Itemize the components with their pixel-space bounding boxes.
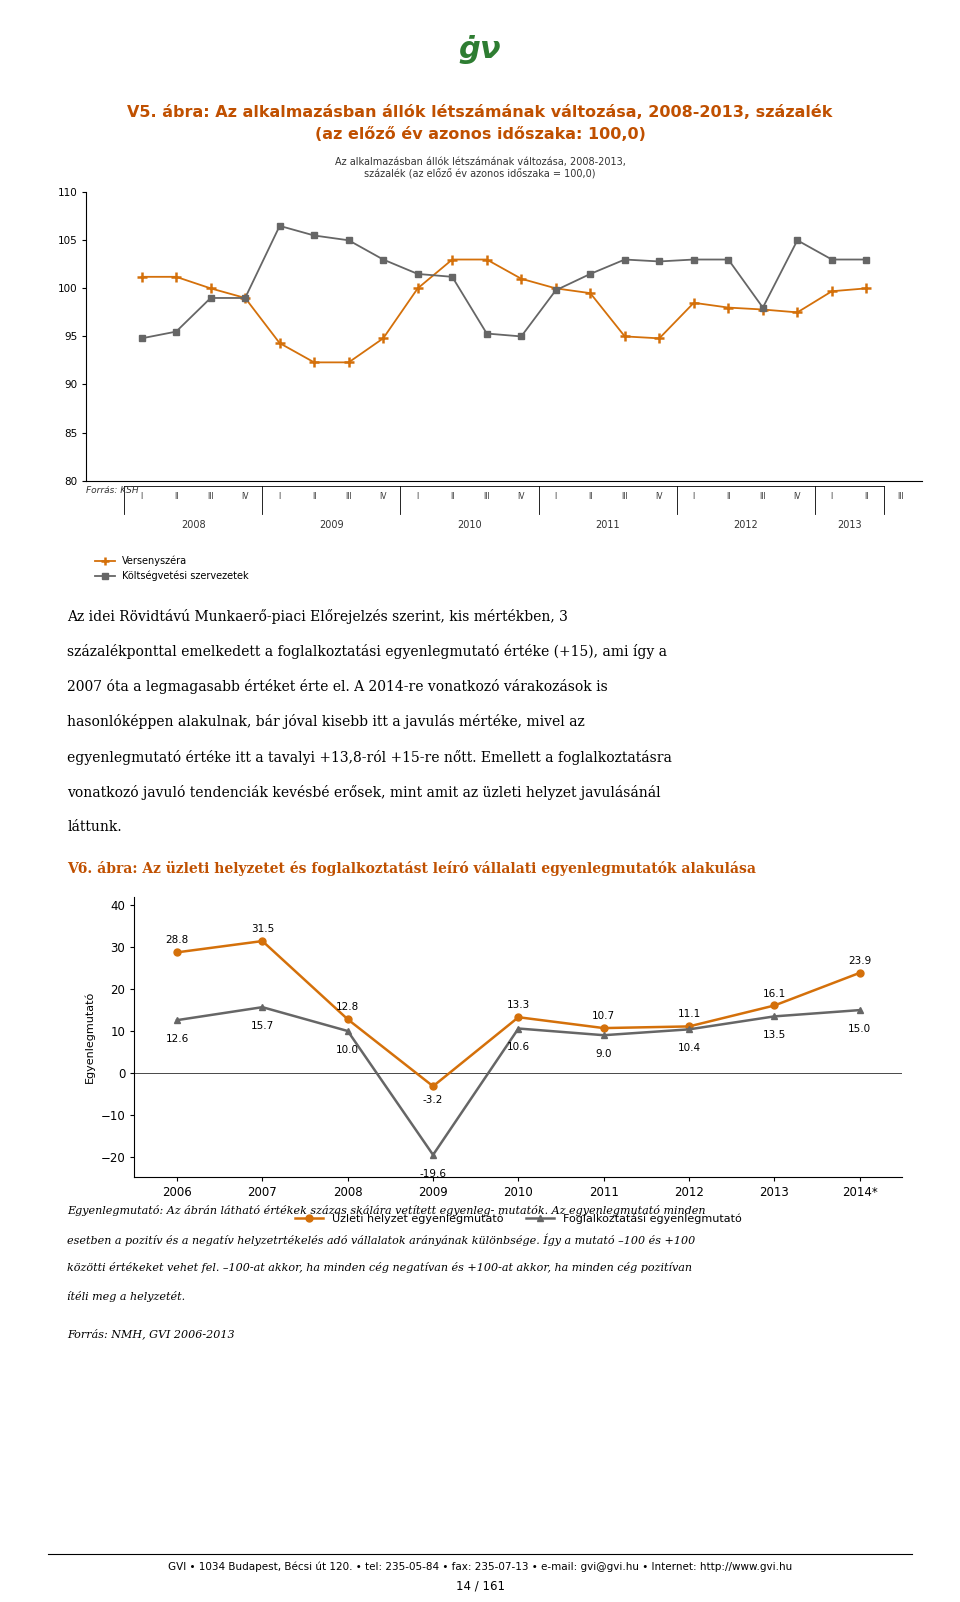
Text: V5. ábra: Az alkalmazásban állók létszámának változása, 2008-2013, százalék: V5. ábra: Az alkalmazásban állók létszám… xyxy=(128,104,832,120)
Text: III: III xyxy=(207,492,214,501)
Text: II: II xyxy=(864,492,869,501)
Text: -3.2: -3.2 xyxy=(422,1094,444,1105)
Text: 2009: 2009 xyxy=(319,519,344,530)
Text: IV: IV xyxy=(379,492,387,501)
Text: -19.6: -19.6 xyxy=(420,1169,446,1179)
Text: esetben a pozitív és a negatív helyzetrtékelés adó vállalatok arányának különbsé: esetben a pozitív és a negatív helyzetrt… xyxy=(67,1234,695,1246)
Text: III: III xyxy=(346,492,352,501)
Text: 13.5: 13.5 xyxy=(763,1030,786,1040)
Text: II: II xyxy=(588,492,592,501)
Text: I: I xyxy=(693,492,695,501)
Text: 31.5: 31.5 xyxy=(251,924,274,934)
Text: 11.1: 11.1 xyxy=(678,1009,701,1019)
Text: 14 / 161: 14 / 161 xyxy=(455,1580,505,1592)
Text: III: III xyxy=(621,492,628,501)
Text: III: III xyxy=(484,492,491,501)
Text: IV: IV xyxy=(517,492,525,501)
Text: 23.9: 23.9 xyxy=(848,956,872,966)
Text: 2008: 2008 xyxy=(181,519,205,530)
Text: százalékponttal emelkedett a foglalkoztatási egyenlegmutató értéke (+15), ami íg: százalékponttal emelkedett a foglalkozta… xyxy=(67,644,667,658)
Text: 12.6: 12.6 xyxy=(165,1033,189,1045)
Text: közötti értékeket vehet fel. –100-at akkor, ha minden cég negatívan és +100-at a: közötti értékeket vehet fel. –100-at akk… xyxy=(67,1262,692,1274)
Text: Forrás: NMH, GVI 2006-2013: Forrás: NMH, GVI 2006-2013 xyxy=(67,1328,235,1339)
Text: 15.7: 15.7 xyxy=(251,1020,274,1032)
Text: I: I xyxy=(278,492,280,501)
Text: II: II xyxy=(312,492,317,501)
Text: 10.0: 10.0 xyxy=(336,1045,359,1054)
Text: Az alkalmazásban állók létszámának változása, 2008-2013,: Az alkalmazásban állók létszámának válto… xyxy=(335,157,625,167)
Text: 10.6: 10.6 xyxy=(507,1043,530,1053)
Text: 12.8: 12.8 xyxy=(336,1003,359,1012)
Text: I: I xyxy=(830,492,833,501)
Text: hasonlóképpen alakulnak, bár jóval kisebb itt a javulás mértéke, mivel az: hasonlóképpen alakulnak, bár jóval kiseb… xyxy=(67,714,585,729)
Text: 2010: 2010 xyxy=(457,519,482,530)
Text: GVI • 1034 Budapest, Bécsi út 120. • tel: 235-05-84 • fax: 235-07-13 • e-mail: g: GVI • 1034 Budapest, Bécsi út 120. • tel… xyxy=(168,1562,792,1572)
Text: 15.0: 15.0 xyxy=(849,1024,872,1033)
Text: láttunk.: láttunk. xyxy=(67,820,122,835)
Text: Egyenlegmutató: Az ábrán látható értékek százas skálára vetített egyenleg- mutat: Egyenlegmutató: Az ábrán látható értékek… xyxy=(67,1205,706,1216)
Text: 28.8: 28.8 xyxy=(165,936,189,945)
Text: 13.3: 13.3 xyxy=(507,1000,530,1011)
Text: 9.0: 9.0 xyxy=(595,1049,612,1059)
Text: I: I xyxy=(417,492,419,501)
Text: 2011: 2011 xyxy=(595,519,620,530)
Text: 2007 óta a legmagasabb értéket érte el. A 2014-re vonatkozó várakozások is: 2007 óta a legmagasabb értéket érte el. … xyxy=(67,679,608,694)
Text: 16.1: 16.1 xyxy=(763,988,786,998)
Text: ítéli meg a helyzetét.: ítéli meg a helyzetét. xyxy=(67,1291,185,1302)
Text: V6. ábra: Az üzleti helyzetet és foglalkoztatást leíró vállalati egyenlegmutatók: V6. ábra: Az üzleti helyzetet és foglalk… xyxy=(67,860,756,876)
Text: II: II xyxy=(174,492,179,501)
Text: II: II xyxy=(726,492,731,501)
Y-axis label: Egyenlegmutató: Egyenlegmutató xyxy=(84,992,95,1083)
Text: 10.4: 10.4 xyxy=(678,1043,701,1053)
Text: 10.7: 10.7 xyxy=(592,1011,615,1020)
Text: egyenlegmutató értéke itt a tavalyi +13,8-ról +15-re nőtt. Emellett a foglalkozt: egyenlegmutató értéke itt a tavalyi +13,… xyxy=(67,750,672,764)
Text: I: I xyxy=(140,492,143,501)
Text: ġν: ġν xyxy=(459,35,501,64)
Text: II: II xyxy=(450,492,454,501)
Text: vonatkozó javuló tendenciák kevésbé erősek, mint amit az üzleti helyzet javulásá: vonatkozó javuló tendenciák kevésbé erős… xyxy=(67,785,660,799)
Text: IV: IV xyxy=(656,492,663,501)
Text: Az idei Rövidtávú Munkaerő-piaci Előrejelzés szerint, kis mértékben, 3: Az idei Rövidtávú Munkaerő-piaci Előreje… xyxy=(67,609,568,623)
Text: 2012: 2012 xyxy=(733,519,758,530)
Legend: Versenyszéra, Költségvetési szervezetek: Versenyszéra, Költségvetési szervezetek xyxy=(91,551,252,585)
Text: Forrás: KSH: Forrás: KSH xyxy=(86,487,139,495)
Text: (az előző év azonos időszaka: 100,0): (az előző év azonos időszaka: 100,0) xyxy=(315,127,645,143)
Legend: Üzleti helyzet egyenlegmutató, Foglalkoztatási egyenlegmutató: Üzleti helyzet egyenlegmutató, Foglalkoz… xyxy=(291,1208,746,1229)
Text: 2013: 2013 xyxy=(837,519,861,530)
Text: IV: IV xyxy=(241,492,249,501)
Text: százalék (az előző év azonos időszaka = 100,0): százalék (az előző év azonos időszaka = … xyxy=(364,170,596,179)
Text: I: I xyxy=(555,492,557,501)
Text: IV: IV xyxy=(794,492,801,501)
Text: III: III xyxy=(759,492,766,501)
Text: III: III xyxy=(898,492,904,501)
